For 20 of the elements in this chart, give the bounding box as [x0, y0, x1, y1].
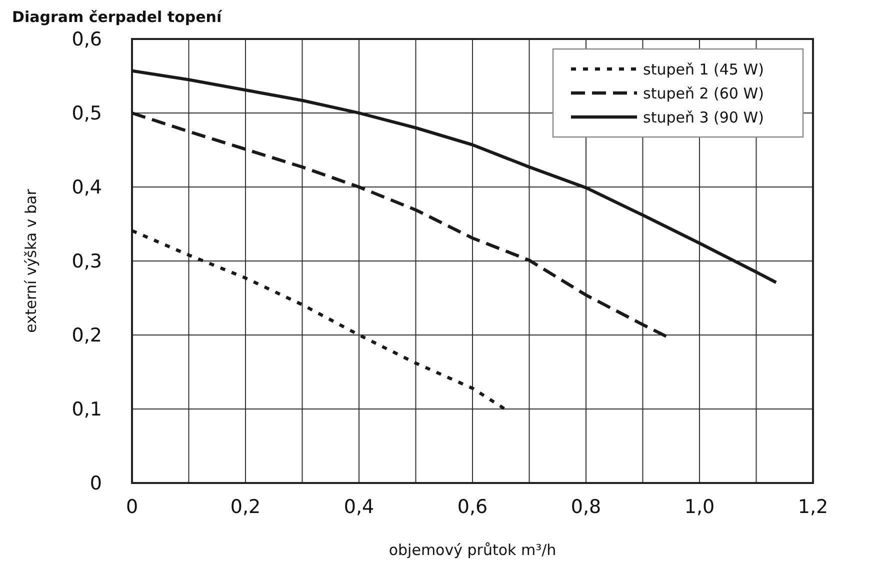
x-tick-label: 0,4 — [344, 496, 374, 518]
x-axis-title: objemový průtok m³/h — [388, 541, 556, 559]
y-tick-label: 0,1 — [72, 398, 102, 421]
x-tick-label: 1,0 — [684, 496, 715, 518]
x-tick-label: 1,2 — [798, 496, 828, 518]
y-tick-label: 0,2 — [72, 324, 102, 347]
x-tick-label: 0 — [126, 496, 138, 518]
legend-label: stupeň 2 (60 W) — [643, 84, 764, 102]
y-tick-label: 0,5 — [72, 102, 102, 125]
legend-label: stupeň 1 (45 W) — [643, 60, 764, 78]
legend-label: stupeň 3 (90 W) — [643, 108, 764, 126]
x-tick-label: 0,6 — [457, 496, 488, 518]
chart-title: Diagram čerpadel topení — [12, 8, 222, 26]
y-tick-label: 0,6 — [72, 28, 102, 51]
y-tick-label: 0,4 — [72, 176, 102, 199]
y-tick-label: 0,3 — [72, 250, 102, 273]
x-tick-label: 0,8 — [570, 496, 602, 518]
x-tick-label: 0,2 — [230, 496, 261, 518]
y-axis-title: externí výška v bar — [22, 188, 40, 333]
y-tick-label: 0 — [90, 472, 102, 495]
